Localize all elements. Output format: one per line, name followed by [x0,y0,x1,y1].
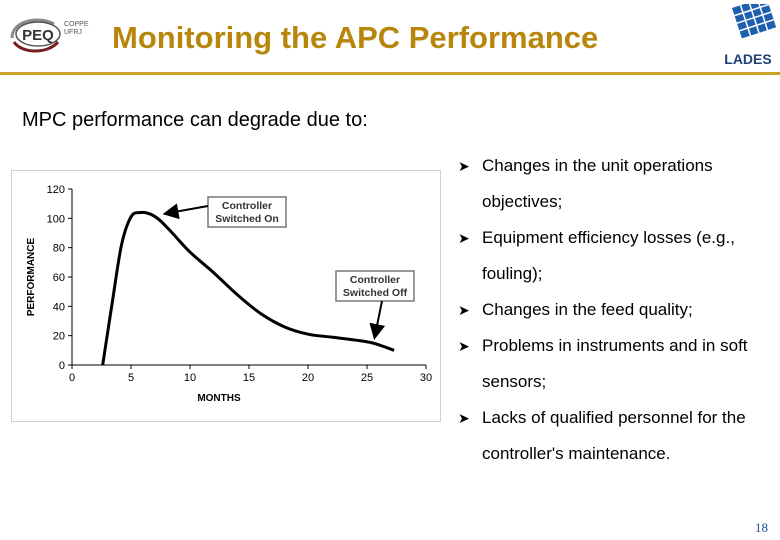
list-item: ➤ Lacks of qualified personnel for the c… [458,400,775,472]
annotation-box [335,270,415,302]
degradation-causes-list: ➤ Changes in the unit operations objecti… [458,148,775,472]
arrow-bullet-icon: ➤ [458,302,470,318]
x-tick-label: 10 [184,372,196,384]
page-number: 18 [755,520,768,535]
performance-chart: 0 5 10 15 20 25 30 0 20 40 60 80 100 120 Controller Sw… [11,170,441,422]
x-tick-label: 5 [128,372,134,384]
annotation-box [207,196,287,228]
page-title: Monitoring the APC Performance [112,20,599,55]
list-item-text: Problems in instruments and in soft sens… [482,336,748,391]
y-tick-label: 60 [53,272,65,284]
y-tick-label: 80 [53,243,65,255]
lades-logo: LADES [724,4,777,67]
annotation-label-line1: Controller [350,274,400,286]
arrow-bullet-icon: ➤ [458,338,470,354]
lades-logo-text: LADES [724,51,771,67]
x-tick-label: 0 [69,372,75,384]
annotation-arrow [162,203,209,220]
peq-logo: PEQ COPPE UFRJ [10,18,89,53]
list-item-text: Equipment efficiency losses (e.g., fouli… [482,228,735,283]
y-tick-label: 40 [53,301,65,313]
x-tick-label: 15 [243,372,255,384]
annotation-label-line2: Switched On [215,213,279,225]
y-tick-label: 120 [47,184,65,196]
list-item: ➤ Problems in instruments and in soft se… [458,328,775,400]
y-tick-label: 0 [59,360,65,372]
x-axis-label: MONTHS [197,393,241,404]
performance-line [101,210,395,366]
arrow-bullet-icon: ➤ [458,410,470,426]
annotation-arrow [369,300,386,340]
annotation-label-line1: Controller [222,200,272,212]
y-tick-label: 20 [53,331,65,343]
list-item: ➤ Changes in the unit operations objecti… [458,148,775,220]
x-tick-label: 25 [361,372,373,384]
list-item-text: Changes in the unit operations objective… [482,156,713,211]
list-item: ➤ Changes in the feed quality; [458,292,775,328]
peq-logo-line2: UFRJ [64,29,82,36]
annotation-label-line2: Switched Off [343,287,408,299]
arrow-bullet-icon: ➤ [458,230,470,246]
arrow-bullet-icon: ➤ [458,158,470,174]
x-tick-label: 20 [302,372,314,384]
peq-logo-line1: COPPE [64,21,89,28]
list-item-text: Lacks of qualified personnel for the con… [482,408,746,463]
y-tick-label: 100 [47,213,65,225]
x-tick-label: 30 [420,372,432,384]
list-item-text: Changes in the feed quality; [482,300,693,319]
intro-text: MPC performance can degrade due to: [22,109,368,131]
y-axis-label: PERFORMANCE [26,238,37,317]
peq-logo-text: PEQ [22,27,54,44]
list-item: ➤ Equipment efficiency losses (e.g., fou… [458,220,775,292]
title-divider [0,72,780,75]
